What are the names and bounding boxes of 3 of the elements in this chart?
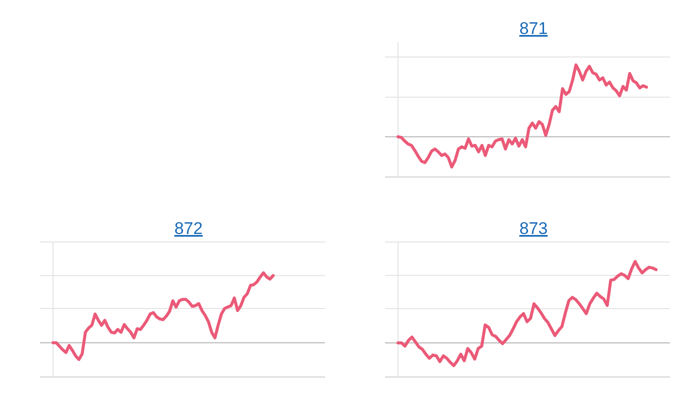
chart-title: 873: [519, 219, 548, 238]
chart-title: 872: [174, 219, 203, 238]
chart-title: 871: [519, 19, 548, 38]
